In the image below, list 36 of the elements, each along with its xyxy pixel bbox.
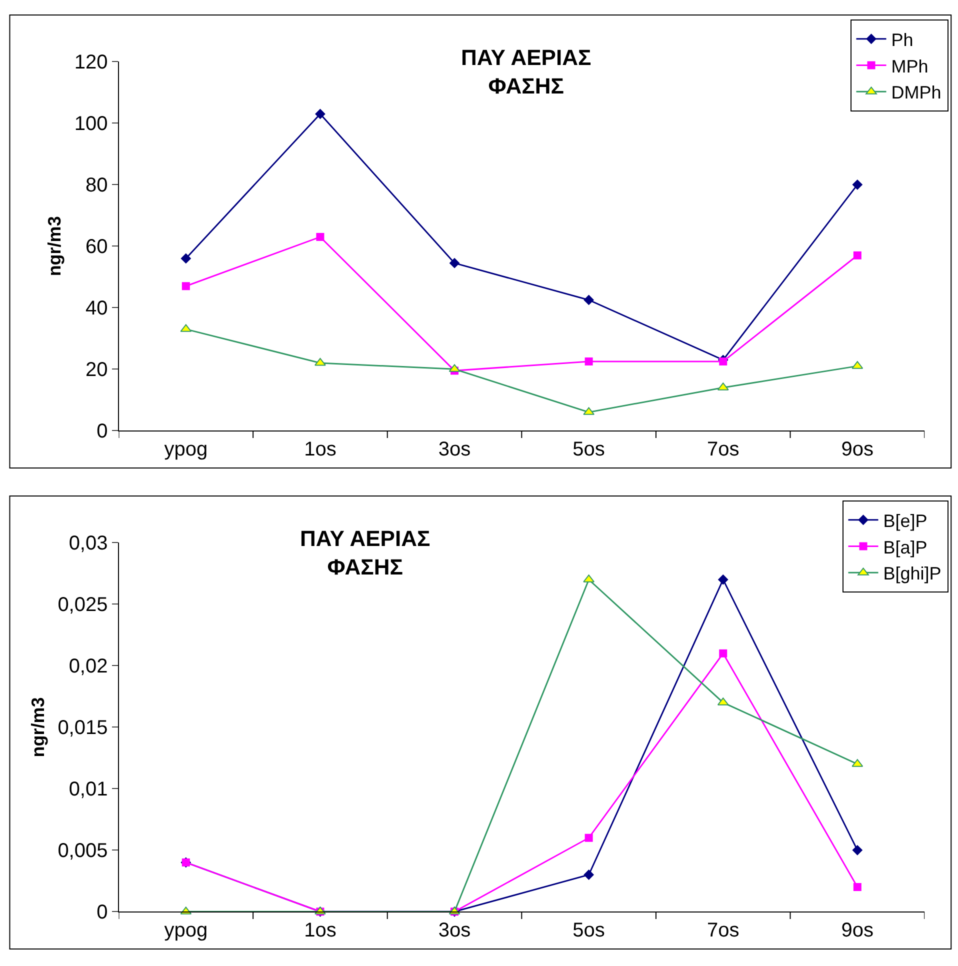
y-tick-label: 0,03 [68,532,108,555]
legend-label: Ph [891,30,914,50]
x-tick-label: 5os [572,438,605,461]
x-tick-label: 3os [438,920,471,942]
y-tick-label: 120 [74,52,108,74]
chart-title: ΠΑΥ ΑΕΡΙΑΣ ΦΑΣΗΣ [461,45,592,99]
chart-title: ΠΑΥ ΑΕΡΙΑΣ ΦΑΣΗΣ [300,526,430,580]
y-tick-label: 40 [86,298,108,320]
y-tick-label: 0,025 [58,594,108,616]
x-tick-label: 3os [438,438,471,461]
y-tick-label: 0,02 [68,656,108,678]
x-tick-label: 7os [706,920,740,942]
x-tick-label: 5os [572,920,605,942]
legend-label: MPh [891,56,928,76]
x-tick-label: 9os [841,438,874,461]
y-tick-label: 20 [86,359,108,382]
legend-label: B[a]P [883,537,928,558]
x-tick-label: ypog [164,920,208,942]
legend-label: B[e]P [883,510,928,531]
y-tick-label: 100 [74,113,108,136]
y-tick-label: 80 [86,174,108,197]
y-axis-title: ngr/m3 [28,697,48,758]
x-tick-label: 7os [706,438,740,461]
y-tick-label: 0,005 [58,840,108,862]
x-tick-label: 1os [304,920,336,942]
y-tick-label: 0,01 [68,778,108,801]
x-tick-label: 9os [841,920,874,942]
y-axis-title: ngr/m3 [44,216,65,276]
x-tick-label: 1os [304,438,336,461]
y-tick-label: 0 [96,420,108,443]
y-tick-label: 0,015 [58,717,108,740]
y-tick-label: 60 [86,236,108,258]
y-tick-label: 0 [96,902,108,924]
legend-label: DMPh [891,82,942,103]
legend-label: B[ghi]P [883,564,942,584]
x-tick-label: ypog [164,438,208,461]
